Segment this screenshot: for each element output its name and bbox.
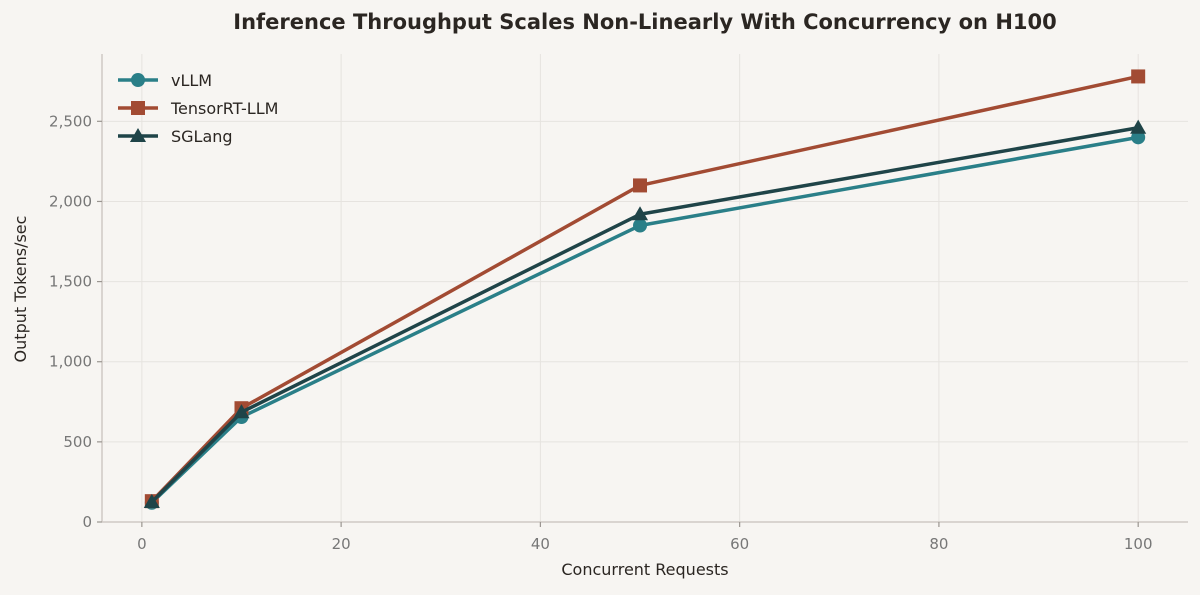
x-tick-label: 20 (332, 535, 351, 553)
y-tick-label: 1,000 (49, 353, 92, 371)
x-tick-label: 40 (531, 535, 550, 553)
data-point-circle (1131, 130, 1146, 145)
y-tick-label: 2,000 (49, 192, 92, 210)
data-point-triangle (143, 493, 160, 509)
x-tick-label: 80 (929, 535, 948, 553)
data-point-square (633, 178, 648, 193)
series-line (150, 74, 1140, 503)
y-tick-label: 0 (82, 513, 92, 531)
series-line (150, 125, 1140, 504)
legend-label: vLLM (171, 71, 212, 90)
y-tick-label: 1,500 (49, 273, 92, 291)
grid-lines (102, 54, 1188, 523)
data-point-circle (131, 73, 145, 87)
legend-label: TensorRT-LLM (170, 99, 278, 118)
y-tick-label: 500 (63, 433, 92, 451)
data-point-triangle (1130, 119, 1147, 134)
data-point-triangle (631, 206, 649, 221)
series-line (150, 135, 1140, 505)
y-axis-label: Output Tokens/sec (11, 216, 30, 363)
data-point-square (1131, 69, 1146, 84)
data-point-triangle (129, 127, 147, 143)
data-point-circle (633, 218, 648, 233)
x-tick-label: 0 (137, 535, 147, 553)
legend-item: vLLM (118, 71, 212, 90)
series-lines (143, 69, 1147, 510)
data-point-triangle (233, 404, 250, 419)
x-axis-label: Concurrent Requests (561, 560, 728, 579)
legend-label: SGLang (171, 127, 233, 146)
series-sglang (143, 119, 1147, 509)
tick-labels: 0 20 40 60 80 100 0 500 1,000 1,500 2,000 2,500 (49, 112, 1152, 553)
legend: vLLM TensorRT-LLM SGLang (118, 71, 278, 146)
x-tick-label: 100 (1124, 535, 1153, 553)
chart-title: Inference Throughput Scales Non-Linearly… (233, 10, 1056, 34)
data-point-square (131, 101, 145, 115)
y-tick-label: 2,500 (49, 112, 92, 130)
legend-item: TensorRT-LLM (118, 99, 278, 118)
axes (101, 54, 1188, 523)
x-tick-label: 60 (730, 535, 749, 553)
legend-item: SGLang (118, 127, 233, 146)
